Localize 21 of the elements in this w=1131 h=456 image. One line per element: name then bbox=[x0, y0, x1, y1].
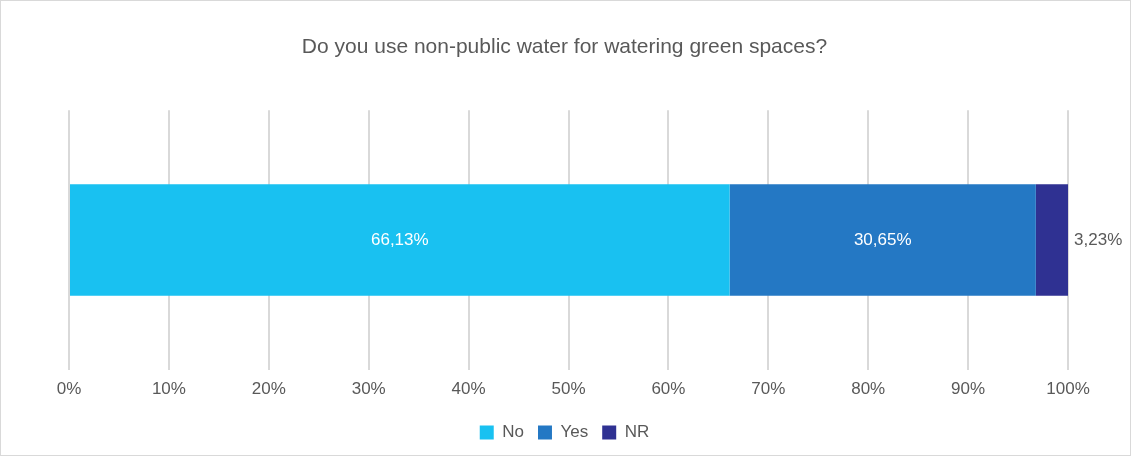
x-tick-label: 40% bbox=[451, 379, 486, 399]
x-tick-label: 90% bbox=[951, 379, 986, 399]
x-tick-label: 100% bbox=[1046, 379, 1090, 399]
legend-label: Yes bbox=[560, 422, 589, 442]
x-tick-label: 10% bbox=[151, 379, 186, 399]
bar bbox=[729, 184, 1036, 296]
data-label: 3,23% bbox=[1074, 229, 1123, 249]
data-label: 66,13% bbox=[370, 229, 429, 249]
x-tick-label: 20% bbox=[251, 379, 286, 399]
x-tick-label: 50% bbox=[551, 379, 586, 399]
legend-label: NR bbox=[624, 422, 650, 442]
x-tick-label: 70% bbox=[751, 379, 786, 399]
x-tick-label: 80% bbox=[851, 379, 886, 399]
bar bbox=[1035, 184, 1068, 296]
x-tick-label: 30% bbox=[351, 379, 386, 399]
bar bbox=[70, 184, 730, 296]
data-label: 30,65% bbox=[853, 229, 912, 249]
x-tick-label: 0% bbox=[56, 379, 82, 399]
x-tick-label: 60% bbox=[651, 379, 686, 399]
chart-title: Do you use non-public water for watering green spaces? bbox=[301, 34, 828, 58]
legend-label: No bbox=[502, 422, 524, 442]
